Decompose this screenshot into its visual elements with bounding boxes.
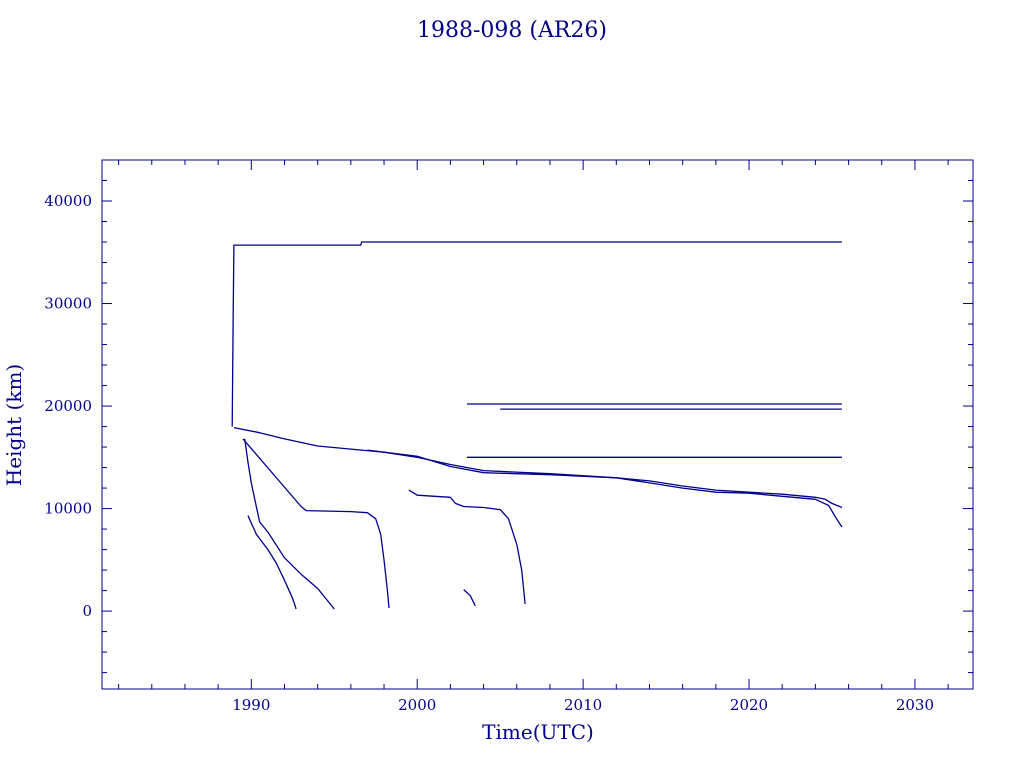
series-line-8 (244, 438, 335, 610)
x-tick-label: 2010 (564, 696, 602, 714)
y-tick-label: 10000 (44, 500, 92, 518)
chart-title: 1988-098 (AR26) (417, 18, 607, 43)
y-tick-label: 40000 (44, 192, 92, 210)
x-axis-label: Time(UTC) (482, 720, 594, 744)
y-tick-label: 20000 (44, 397, 92, 415)
x-tick-label: 2000 (398, 696, 436, 714)
series-line-9 (247, 515, 297, 610)
series-lines (231, 241, 843, 610)
x-tick-label: 2020 (730, 696, 768, 714)
series-line-2 (233, 426, 843, 509)
series-line-11 (463, 589, 476, 607)
tick-labels: 1990 2000 2010 2020 2030 0 10000 20000 30000 4000… (44, 192, 934, 714)
x-tick-label: 1990 (232, 696, 270, 714)
series-line-1 (231, 241, 842, 427)
y-axis-label: Height (km) (2, 364, 26, 486)
x-tick-label: 2030 (896, 696, 934, 714)
y-tick-label: 30000 (44, 295, 92, 313)
series-line-3 (367, 449, 843, 528)
series-line-10 (408, 489, 526, 604)
series-line-7 (242, 438, 390, 609)
y-tick-label: 0 (82, 602, 92, 620)
plot-frame (101, 159, 974, 690)
